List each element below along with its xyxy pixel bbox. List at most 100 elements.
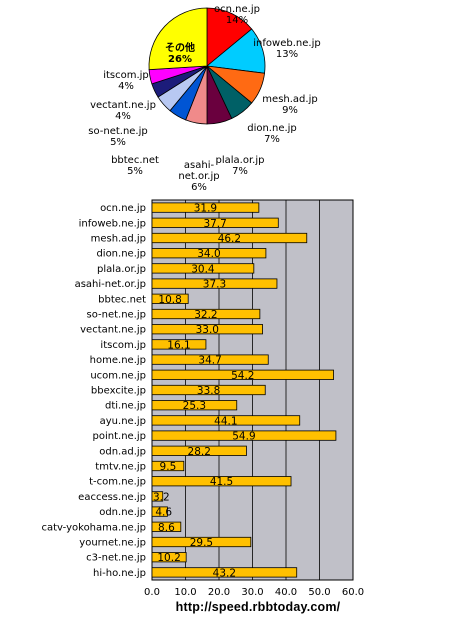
pie-value: 14% xyxy=(226,15,248,26)
bar xyxy=(151,445,247,456)
bar-value-label: 30.4 xyxy=(191,263,215,275)
pie-slice xyxy=(206,7,253,67)
bar-value-label: 34.0 xyxy=(197,248,220,260)
y-category-label: home.ne.jp xyxy=(90,355,146,366)
bar-value-label: 44.1 xyxy=(214,415,237,427)
bar xyxy=(151,521,182,532)
pie-value: 7% xyxy=(264,134,280,145)
bar xyxy=(151,232,308,244)
pie-value: 5% xyxy=(127,166,143,177)
pie-value: 6% xyxy=(191,182,207,193)
bar-value-label: 29.5 xyxy=(190,537,213,549)
x-tick-label: 0.0 xyxy=(144,587,160,598)
bar-value-label: 25.3 xyxy=(183,400,206,412)
bar-value-label: 33.0 xyxy=(196,324,219,336)
y-category-label: plala.or.jp xyxy=(97,264,146,275)
bar xyxy=(151,430,337,441)
bar-value-label: 31.9 xyxy=(194,203,217,215)
bar xyxy=(151,248,267,259)
bar-value-label: 8.6 xyxy=(158,522,175,534)
y-category-label: infoweb.ne.jp xyxy=(79,218,146,229)
x-tick-label: 10.0 xyxy=(174,587,196,598)
pie-value: 26% xyxy=(168,54,192,65)
pie-label: ocn.ne.jp xyxy=(214,4,260,15)
source-url: http://speed.rbbtoday.com/ xyxy=(175,600,341,614)
pie-label: plala.or.jp xyxy=(216,155,265,166)
bar xyxy=(151,354,269,365)
y-category-label: dion.ne.jp xyxy=(96,249,146,260)
pie-label: その他 xyxy=(165,41,195,54)
bar xyxy=(151,339,207,350)
pie-label: infoweb.ne.jp xyxy=(253,38,320,49)
bar-chart: 0.0 10.0 20.0 30.0 40.0 50.0 60.0 ocn.ne.jp 31.9… xyxy=(41,199,364,598)
bar-value-label: 54.9 xyxy=(232,431,255,443)
y-category-label: so-net.ne.jp xyxy=(86,310,146,321)
bar-value-label: 54.2 xyxy=(231,370,254,382)
bar-value-label: 33.8 xyxy=(197,385,220,397)
y-category-label: vectant.ne.jp xyxy=(80,325,146,336)
bar xyxy=(151,293,189,304)
bar-value-label: 10.2 xyxy=(157,552,180,564)
bar xyxy=(151,278,278,289)
bar-value-label: 37.3 xyxy=(203,279,226,291)
pie-label: net.or.jp xyxy=(178,171,219,182)
y-category-label: bbexcite.jp xyxy=(91,386,146,397)
y-category-label: point.ne.jp xyxy=(93,431,146,442)
x-tick-label: 60.0 xyxy=(342,587,364,598)
y-category-label: dti.ne.jp xyxy=(105,401,146,412)
bar xyxy=(151,263,255,274)
bar-value-label: 41.5 xyxy=(210,476,233,488)
bar xyxy=(151,415,301,426)
bar-value-label: 28.2 xyxy=(188,446,211,458)
pie-label: itscom.jp xyxy=(103,70,149,81)
bar xyxy=(151,491,164,502)
y-category-label: eaccess.ne.jp xyxy=(78,492,146,503)
pie-slice xyxy=(148,7,208,71)
pie-label: bbtec.net xyxy=(111,155,159,166)
bar xyxy=(151,308,261,320)
y-category-label: t-com.ne.jp xyxy=(89,477,146,488)
bar-value-label: 46.2 xyxy=(218,233,241,245)
bar xyxy=(151,400,238,411)
bar xyxy=(151,384,266,396)
pie-value: 7% xyxy=(232,166,248,177)
pie-value: 13% xyxy=(276,49,298,60)
pie-label: so-net.ne.jp xyxy=(88,126,148,137)
bar-value-label: 32.2 xyxy=(194,309,217,321)
bar xyxy=(151,476,292,487)
bar-value-label: 4.6 xyxy=(155,507,172,519)
pie-value: 4% xyxy=(115,111,131,122)
y-category-label: catv-yokohama.ne.jp xyxy=(41,522,146,533)
bar-value-label: 16.1 xyxy=(167,339,190,351)
bar xyxy=(151,369,334,380)
y-category-label: c3-net.ne.jp xyxy=(86,553,146,564)
y-category-label: itscom.jp xyxy=(100,340,146,351)
bar-value-label: 34.7 xyxy=(198,355,221,367)
pie-label: mesh.ad.jp xyxy=(262,94,317,105)
bar xyxy=(151,460,185,472)
x-tick-label: 50.0 xyxy=(308,587,330,598)
y-category-label: yournet.ne.jp xyxy=(79,538,146,549)
pie-value: 4% xyxy=(118,81,134,92)
bar xyxy=(151,552,187,563)
bar-value-label: 9.5 xyxy=(160,461,177,473)
pie-label: asahi- xyxy=(184,160,215,171)
x-tick-label: 20.0 xyxy=(208,587,230,598)
pie-label: vectant.ne.jp xyxy=(90,100,156,111)
y-category-label: tmtv.ne.jp xyxy=(95,462,146,473)
y-category-label: odn.ne.jp xyxy=(99,507,146,518)
y-category-label: ayu.ne.jp xyxy=(100,416,146,427)
y-category-label: odn.ad.jp xyxy=(99,446,146,457)
bar-value-label: 43.2 xyxy=(213,567,236,579)
y-category-label: ucom.ne.jp xyxy=(90,370,146,381)
y-category-label: hi-ho.ne.jp xyxy=(93,568,146,579)
bar xyxy=(151,506,168,517)
bar xyxy=(151,324,263,335)
y-category-label: mesh.ad.jp xyxy=(91,234,146,245)
pie-value: 5% xyxy=(110,137,126,148)
y-category-label: asahi-net.or.jp xyxy=(75,279,146,290)
bar-value-label: 10.8 xyxy=(158,294,181,306)
pie-value: 9% xyxy=(282,105,298,116)
x-tick-label: 30.0 xyxy=(241,587,263,598)
